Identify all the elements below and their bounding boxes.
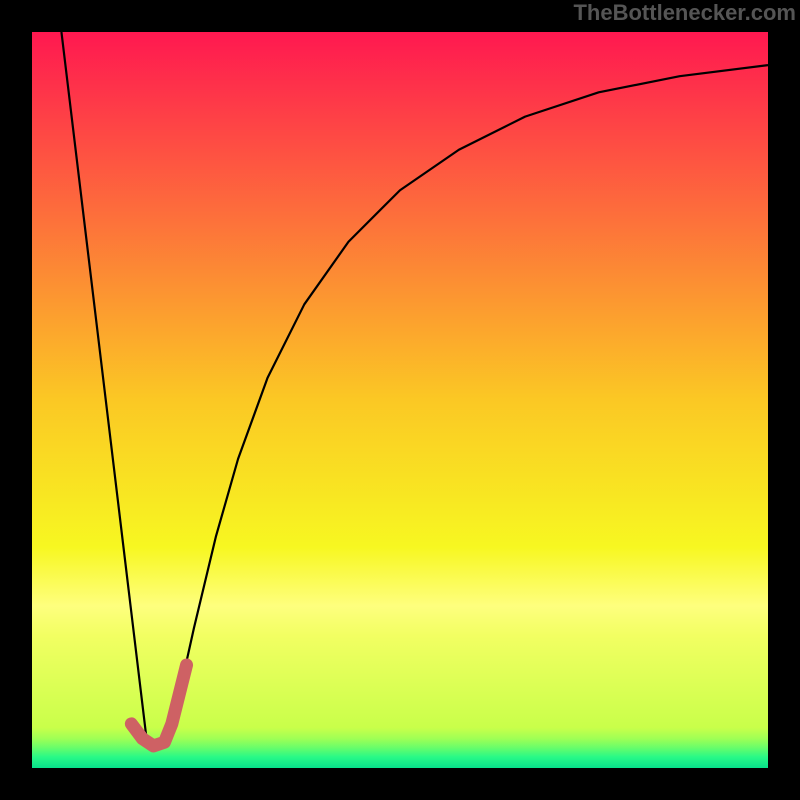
- plot-background: [32, 32, 768, 768]
- watermark-text: TheBottlenecker.com: [573, 0, 796, 26]
- bottleneck-chart: [0, 0, 800, 800]
